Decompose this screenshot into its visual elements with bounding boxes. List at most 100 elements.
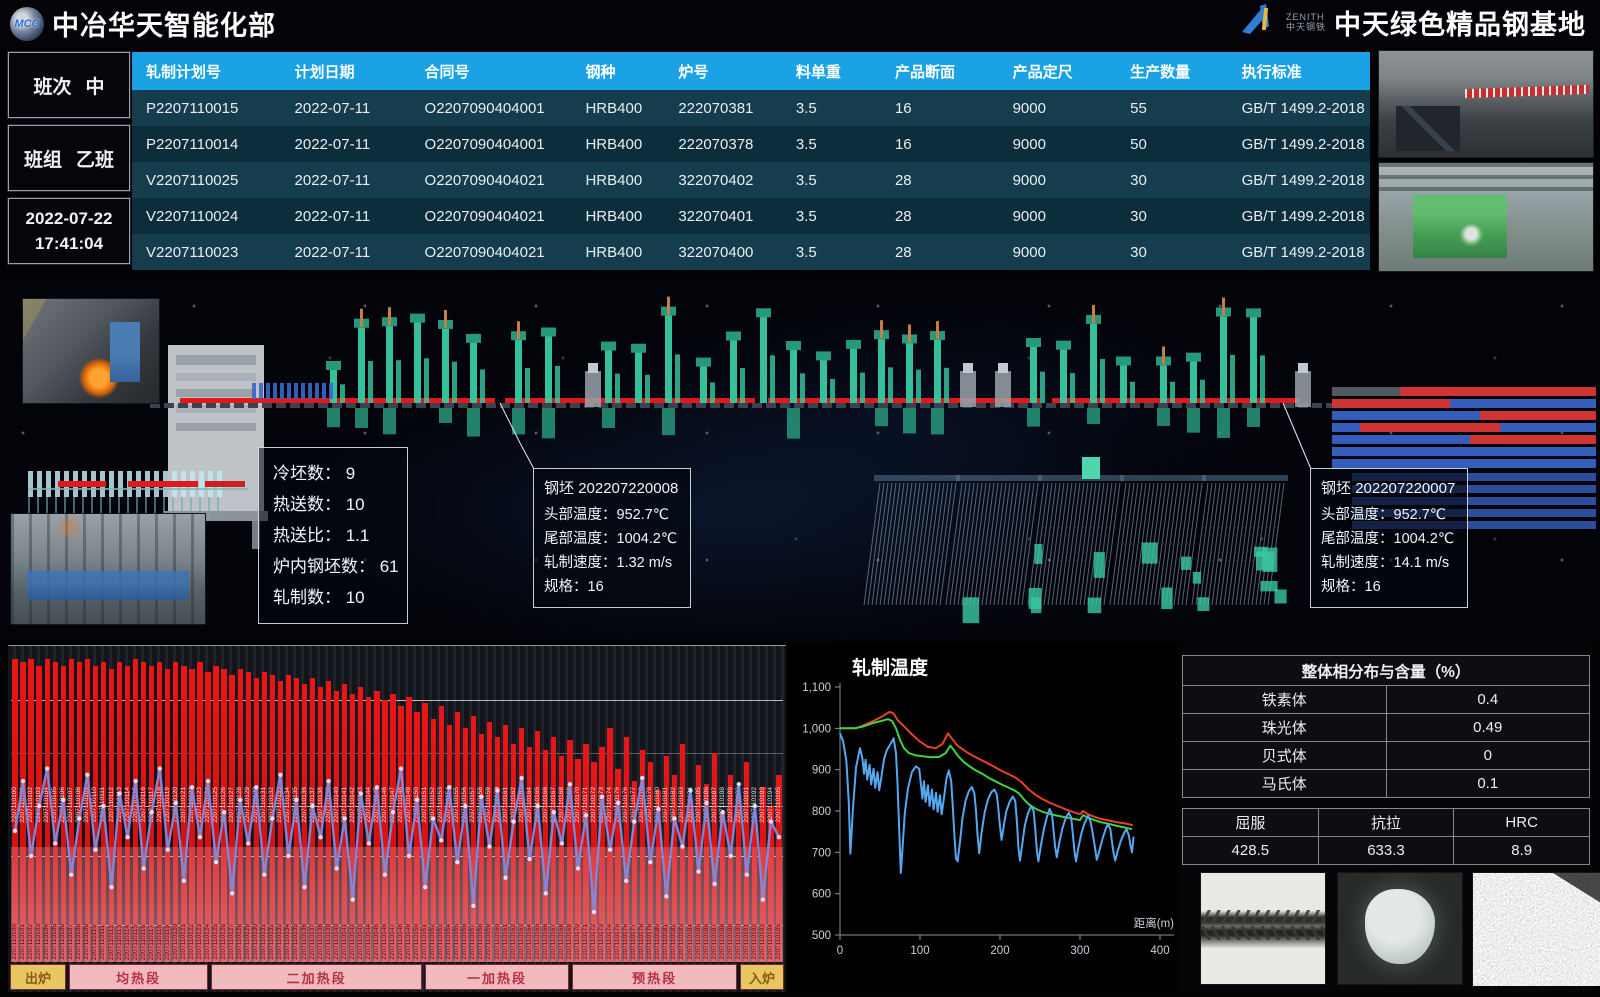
furnace-bar	[36, 665, 42, 962]
plan-cell: 55	[1116, 90, 1228, 126]
metallurgy-panel: 整体相分布与含量（%） 铁素体 0.4 珠光体 0.49 贝式体 0 马氏体 0.1 屈服 抗拉 H…	[1180, 645, 1600, 992]
furnace-bar	[325, 681, 332, 962]
plan-column-header: 产品定尺	[998, 52, 1117, 90]
phase-row: 马氏体 0.1	[1182, 769, 1590, 798]
plan-cell: 9000	[998, 90, 1117, 126]
mill-3d-view	[28, 296, 1596, 624]
plan-cell: V2207110023	[132, 234, 281, 270]
svg-text:1,000: 1,000	[802, 723, 831, 735]
plan-table-row[interactable]: P2207110015 2022-07-11 O2207090404001 HRB40…	[132, 90, 1370, 126]
temperature-chart-title: 轧制温度	[852, 658, 929, 679]
plan-cell: 2022-07-11	[280, 126, 411, 162]
plan-cell: 3.5	[781, 198, 881, 234]
billet-callout-title: 钢坯 202207220007	[1321, 480, 1456, 497]
svg-text:1,100: 1,100	[802, 682, 831, 694]
brand-left: MCC 中冶华天智能化部	[10, 4, 276, 43]
date-value: 2022-07-22	[25, 209, 113, 228]
furnace-bar	[28, 659, 34, 962]
furnace-bar	[293, 678, 300, 962]
temperature-line-chart: 500 600 700 800 900 1,000 1,100 0 100 200 300 400 距离…	[802, 682, 1174, 957]
furnace-bar	[205, 671, 211, 962]
plan-table-row[interactable]: V2207110024 2022-07-11 O2207090404021 HRB40…	[132, 198, 1370, 234]
rebar-sample-image	[1200, 872, 1326, 985]
furnace-bar	[124, 665, 131, 962]
cross-section-sample-image	[1337, 872, 1463, 985]
furnace-bar	[382, 699, 388, 962]
furnace-bar	[12, 659, 18, 962]
gridline	[11, 806, 783, 807]
shift-label: 班次	[33, 76, 72, 98]
furnace-bar	[454, 712, 460, 962]
team-label: 班组	[23, 149, 62, 171]
plan-column-header: 产品断面	[880, 52, 999, 90]
furnace-bar	[390, 693, 396, 962]
furnace-bar	[285, 674, 292, 962]
furnace-zone-gate: 出炉	[10, 964, 66, 990]
phase-value: 0.1	[1385, 769, 1590, 798]
series-red	[840, 710, 1134, 827]
plan-cell: 9000	[998, 234, 1117, 270]
furnace-bar	[398, 706, 404, 962]
mech-value: 8.9	[1453, 836, 1590, 865]
plan-cell: HRB400	[571, 162, 665, 198]
svg-text:200: 200	[990, 945, 1009, 957]
plan-cell: O2207090404001	[410, 90, 572, 126]
plan-cell: 3.5	[781, 234, 881, 270]
phase-distribution-table: 整体相分布与含量（%） 铁素体 0.4 珠光体 0.49 贝式体 0 马氏体 0.1	[1182, 655, 1590, 798]
plan-cell: HRB400	[571, 90, 665, 126]
furnace-bar	[430, 718, 436, 962]
plan-cell: P2207110015	[132, 90, 281, 126]
plan-cell: GB/T 1499.2-2018	[1227, 234, 1370, 270]
furnace-bar	[366, 696, 372, 962]
plan-column-header: 合同号	[410, 52, 572, 90]
phase-label: 珠光体	[1182, 713, 1387, 742]
svg-text:800: 800	[812, 806, 831, 818]
furnace-bar	[229, 674, 235, 962]
plan-cell: 28	[880, 162, 999, 198]
team-value: 乙班	[76, 149, 115, 171]
mech-value: 428.5	[1182, 836, 1319, 865]
furnace-zone-band: 出炉 均热段 二加热段 一加热段 预热段 入炉	[10, 964, 784, 990]
plan-cell: GB/T 1499.2-2018	[1227, 90, 1370, 126]
furnace-bar	[165, 668, 171, 962]
plan-table-row[interactable]: V2207110023 2022-07-11 O2207090404021 HRB40…	[132, 234, 1370, 270]
billet-callout-2: 钢坯 202207220007 头部温度：952.7℃ 尾部温度：1004.2℃…	[1310, 468, 1468, 608]
plan-column-header: 计划日期	[280, 52, 411, 90]
plan-cell: 322070402	[664, 162, 782, 198]
plan-cell: 16	[880, 126, 999, 162]
rolling-plan-table: 轧制计划号 计划日期 合同号 钢种 炉号 料单重 产品断面 产品定尺 生产数量 执行标准 P2207…	[132, 52, 1370, 272]
furnace-bar	[261, 671, 267, 962]
plan-cell: O2207090404021	[410, 234, 572, 270]
plan-cell: GB/T 1499.2-2018	[1227, 126, 1370, 162]
furnace-stat: 炉内钢坯数： 61	[273, 557, 399, 576]
plan-cell: 2022-07-11	[280, 198, 411, 234]
phase-value: 0.49	[1385, 713, 1590, 742]
plan-cell: 28	[880, 234, 999, 270]
mech-column-header: 屈服	[1182, 808, 1319, 837]
furnace-bar	[44, 659, 50, 962]
furnace-bar	[462, 728, 468, 962]
plan-cell: 30	[1116, 162, 1228, 198]
camera-photo-mill-hall	[10, 513, 206, 625]
svg-text:500: 500	[812, 930, 831, 942]
furnace-bar	[317, 687, 324, 962]
plan-cell: 30	[1116, 234, 1228, 270]
furnace-zone-segment: 一加热段	[424, 964, 570, 990]
svg-text:600: 600	[812, 889, 831, 901]
phase-label: 贝式体	[1182, 741, 1387, 770]
furnace-bar	[414, 712, 420, 962]
furnace-bar	[132, 659, 139, 962]
phase-row: 贝式体 0	[1182, 741, 1590, 770]
furnace-bar	[358, 687, 364, 962]
billet-callout-1: 钢坯 202207220008 头部温度：952.7℃ 尾部温度：1004.2℃…	[533, 468, 691, 608]
plan-column-header: 钢种	[571, 52, 665, 90]
plan-table-row[interactable]: V2207110025 2022-07-11 O2207090404021 HRB40…	[132, 162, 1370, 198]
furnace-bar	[277, 681, 284, 962]
furnace-line-chart	[12, 766, 782, 915]
plan-table-row[interactable]: P2207110014 2022-07-11 O2207090404001 HRB40…	[132, 126, 1370, 162]
plan-cell: HRB400	[571, 126, 665, 162]
shift-sidebar: 班次 中 班组 乙班 2022-07-22 17:41:04	[7, 51, 131, 271]
plan-cell: GB/T 1499.2-2018	[1227, 198, 1370, 234]
plan-cell: P2207110014	[132, 126, 281, 162]
